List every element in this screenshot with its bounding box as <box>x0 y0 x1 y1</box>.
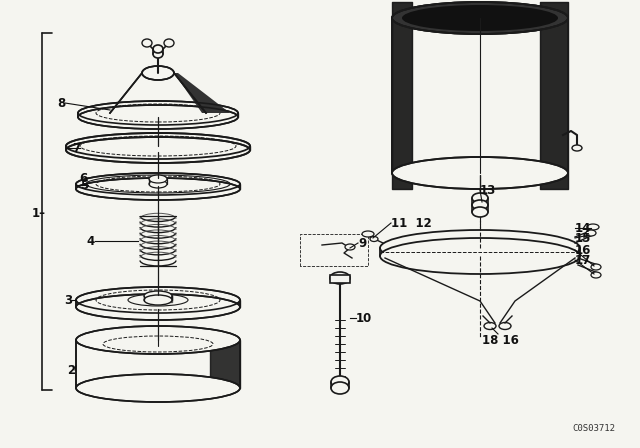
Text: 17: 17 <box>575 254 591 267</box>
Ellipse shape <box>380 238 580 274</box>
Ellipse shape <box>78 101 238 125</box>
Ellipse shape <box>331 382 349 394</box>
Text: 5: 5 <box>80 178 88 191</box>
Text: 18 16: 18 16 <box>481 335 518 348</box>
Text: 3: 3 <box>64 293 72 306</box>
Ellipse shape <box>76 173 240 195</box>
Ellipse shape <box>76 326 240 354</box>
Text: 11  12: 11 12 <box>391 216 432 229</box>
Ellipse shape <box>149 175 167 183</box>
Ellipse shape <box>331 376 349 388</box>
Ellipse shape <box>153 50 163 58</box>
Ellipse shape <box>76 374 240 402</box>
Text: 7: 7 <box>72 142 80 155</box>
Text: C0S03712: C0S03712 <box>572 424 615 433</box>
Ellipse shape <box>164 39 174 47</box>
Ellipse shape <box>78 105 238 129</box>
Ellipse shape <box>153 45 163 53</box>
Text: 10: 10 <box>356 311 372 324</box>
Ellipse shape <box>591 272 601 278</box>
Ellipse shape <box>144 291 172 301</box>
Text: 15: 15 <box>575 232 591 245</box>
Text: 1–: 1– <box>32 207 46 220</box>
Bar <box>330 275 350 283</box>
Ellipse shape <box>345 244 355 250</box>
Ellipse shape <box>591 264 601 270</box>
Text: 8: 8 <box>57 96 65 109</box>
Ellipse shape <box>76 294 240 320</box>
Ellipse shape <box>142 66 174 80</box>
Ellipse shape <box>144 295 172 305</box>
Text: 16: 16 <box>575 244 591 257</box>
Ellipse shape <box>392 157 568 189</box>
Text: 13: 13 <box>480 184 496 197</box>
Ellipse shape <box>472 193 488 203</box>
Ellipse shape <box>370 237 378 241</box>
Ellipse shape <box>66 133 250 159</box>
Ellipse shape <box>79 328 237 352</box>
Ellipse shape <box>76 178 240 200</box>
Ellipse shape <box>142 39 152 47</box>
Ellipse shape <box>66 137 250 163</box>
Ellipse shape <box>472 200 488 210</box>
Ellipse shape <box>380 230 580 266</box>
Ellipse shape <box>392 2 568 34</box>
Ellipse shape <box>499 323 511 329</box>
Text: 4: 4 <box>87 234 95 247</box>
Ellipse shape <box>362 231 374 237</box>
Ellipse shape <box>572 145 582 151</box>
Text: 2: 2 <box>67 363 75 376</box>
Ellipse shape <box>586 230 596 236</box>
Ellipse shape <box>587 224 599 230</box>
Ellipse shape <box>330 272 350 284</box>
Text: 14: 14 <box>575 221 591 234</box>
Ellipse shape <box>484 323 496 329</box>
Polygon shape <box>174 73 230 113</box>
Text: 6: 6 <box>80 172 88 185</box>
Text: 9: 9 <box>358 237 366 250</box>
Ellipse shape <box>76 287 240 313</box>
Ellipse shape <box>402 5 558 31</box>
Ellipse shape <box>472 207 488 217</box>
